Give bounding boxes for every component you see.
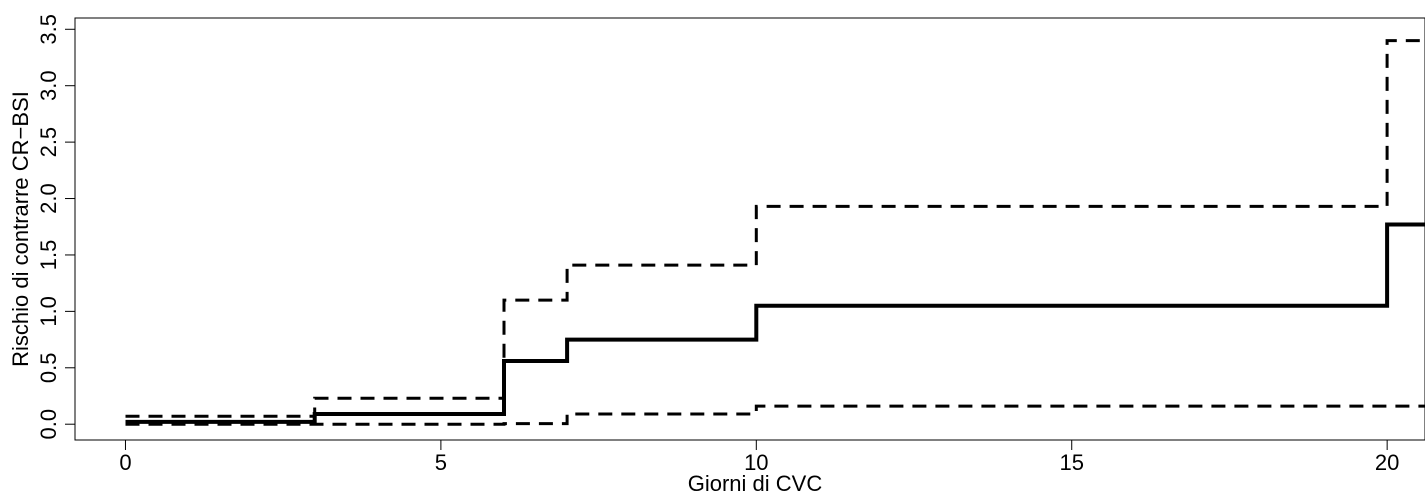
plot-frame xyxy=(74,17,1425,441)
x-tick-label: 10 xyxy=(744,450,768,475)
estimate-line-0 xyxy=(125,222,1425,424)
y-tick-label: 1.0 xyxy=(36,296,61,327)
series-layer xyxy=(125,39,1425,426)
x-tick-label: 20 xyxy=(1375,450,1399,475)
y-tick-label: 2.0 xyxy=(36,183,61,214)
y-axis: 0.0 0.5 1.0 1.5 2.0 2.5 3.0 3.5 xyxy=(36,14,76,440)
x-axis-title: Giorni di CVC xyxy=(688,471,823,496)
y-tick-label: 0.0 xyxy=(36,409,61,440)
x-tick-label: 5 xyxy=(435,450,447,475)
x-tick-label: 0 xyxy=(119,450,131,475)
x-axis: 0 5 10 15 20 xyxy=(119,439,1399,475)
confidence-bound-line-1 xyxy=(125,39,1425,418)
y-tick-label: 3.0 xyxy=(36,70,61,101)
y-tick-label: 2.5 xyxy=(36,127,61,158)
y-axis-title: Rischio di contrarre CR−BSI xyxy=(8,91,33,367)
y-tick-label: 0.5 xyxy=(36,352,61,383)
confidence-bound-line-2 xyxy=(125,404,1425,426)
y-tick-label: 3.5 xyxy=(36,14,61,45)
x-tick-label: 15 xyxy=(1059,450,1083,475)
y-tick-label: 1.5 xyxy=(36,240,61,271)
